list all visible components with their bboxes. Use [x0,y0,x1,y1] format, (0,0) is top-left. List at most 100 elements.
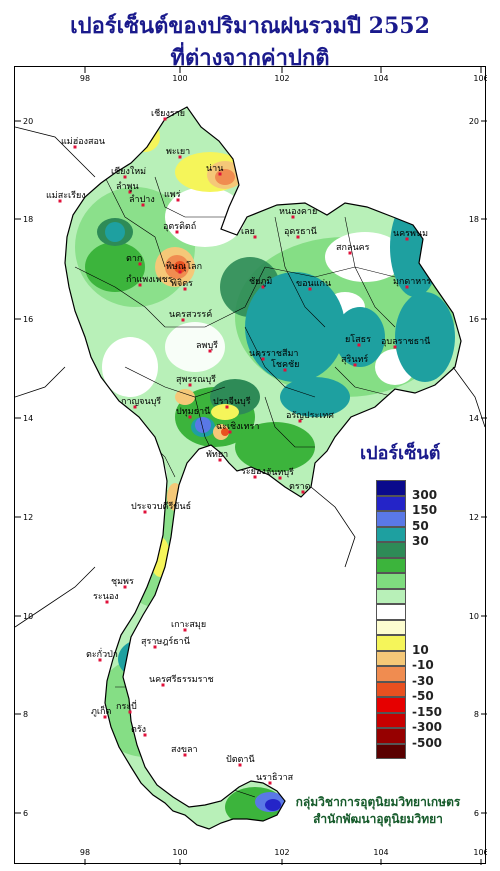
place-label: สุรินทร์ [341,353,368,365]
place-label: พิษณุโลก [166,261,202,272]
place-label: แม่ฮ่องสอน [61,137,105,147]
map-title-line1: เปอร์เซ็นต์ของปริมาณฝนรวมปี 2552 [70,13,430,39]
place-label: ตะกั่วป่า [86,647,118,660]
station-marker [225,405,229,409]
lon-tick-label-top: 106 [473,74,487,83]
lon-tick-label-bottom: 104 [373,848,388,857]
legend-color-swatch [376,697,406,713]
place-label: จันทบุรี [266,467,294,478]
place-label: ปราจีนบุรี [213,396,251,407]
place-label: นราธิวาส [256,772,294,783]
place-label: พัทยา [206,450,228,460]
lat-tick-label-right: 16 [469,315,479,324]
legend-color-swatch [376,650,406,666]
lat-tick-label-right: 14 [469,414,479,423]
place-label: เชียงราย [151,108,185,119]
lat-tick-label-left: 10 [23,612,33,621]
legend-color-swatch [376,588,406,604]
lon-tick-label-top: 100 [172,74,187,83]
place-label: ตรัง [131,725,146,735]
station-marker [161,683,165,687]
station-marker [298,419,302,423]
legend-label: -10 [412,658,434,672]
place-label: ระนอง [93,592,119,602]
station-marker [58,199,62,203]
place-label: หนองคาย [279,207,317,217]
station-marker [308,287,312,291]
place-label: กำแพงเพชร [126,274,173,285]
credit-line2: สำนักพัฒนาอุตุนิยมวิทยา [313,812,443,826]
place-label: โชคชัย [271,359,299,370]
station-marker [183,753,187,757]
lat-tick-label-left: 16 [23,315,33,324]
station-marker [183,287,187,291]
station-marker [175,230,179,234]
place-label: น่าน [206,164,223,174]
legend-color-swatch [376,712,406,728]
station-marker [268,781,272,785]
station-marker [228,430,232,434]
legend-label: -500 [412,735,443,750]
station-marker [98,658,102,662]
place-label: สกลนคร [336,243,370,253]
legend-color-swatch [376,619,406,635]
lat-tick-label-left: 18 [23,215,33,224]
lon-tick-label-bottom: 106 [473,848,487,857]
station-marker [143,510,147,514]
place-label: อุดรธานี [284,226,317,237]
legend-label: -150 [412,704,443,719]
place-label: ลพบุรี [196,340,218,351]
legend-label: -50 [412,689,434,703]
place-label: ชุมพร [111,577,134,587]
legend-color-swatch [376,681,406,697]
station-marker [188,383,192,387]
lat-tick-label-right: 10 [469,612,479,621]
station-marker [153,645,157,649]
place-label: ชัยภูมิ [249,276,272,287]
station-marker [353,363,357,367]
lat-tick-label-right: 12 [469,513,479,522]
legend-color-swatch [376,666,406,682]
station-marker [103,715,107,719]
station-marker [143,733,147,737]
lat-tick-label-left: 20 [23,117,33,126]
legend-color-swatch [376,480,406,496]
place-label: ระยอง [241,467,266,477]
place-label: นครสวรรค์ [169,308,212,320]
place-label: ลำปาง [129,194,155,205]
legend-color-swatch [376,728,406,744]
place-label: ปทุมธานี [176,406,210,417]
station-marker [123,175,127,179]
place-label: อุบลราชธานี [381,336,430,347]
station-marker [176,198,180,202]
station-marker [123,585,127,589]
station-marker [261,357,265,361]
station-marker [218,458,222,462]
station-marker [261,285,265,289]
legend-color-swatch [376,743,406,759]
place-label: นครพนม [393,229,428,239]
place-label: ตราด [289,482,311,492]
station-marker [218,172,222,176]
legend-color-swatch [376,635,406,651]
legend-color-swatch [376,495,406,511]
place-label: สุพรรณบุรี [176,374,216,385]
station-marker [178,270,182,274]
station-marker [138,262,142,266]
station-marker [181,318,185,322]
legend-color-swatch [376,511,406,527]
lat-tick-label-right: 20 [469,117,479,126]
lat-tick-label-left: 12 [23,513,33,522]
station-marker [405,285,409,289]
station-marker [253,235,257,239]
lon-tick-label-bottom: 100 [172,848,187,857]
lon-tick-label-top: 98 [80,74,90,83]
lon-tick-label-top: 104 [373,74,388,83]
legend-label: 150 [412,503,438,517]
place-label: ขอนแก่น [296,279,331,289]
legend-label: 10 [412,642,429,657]
station-marker [138,283,142,287]
lat-tick-label-right: 8 [474,710,479,719]
place-label: ประจวบคีรีขันธ์ [131,500,191,512]
legend-label: -300 [412,720,443,734]
